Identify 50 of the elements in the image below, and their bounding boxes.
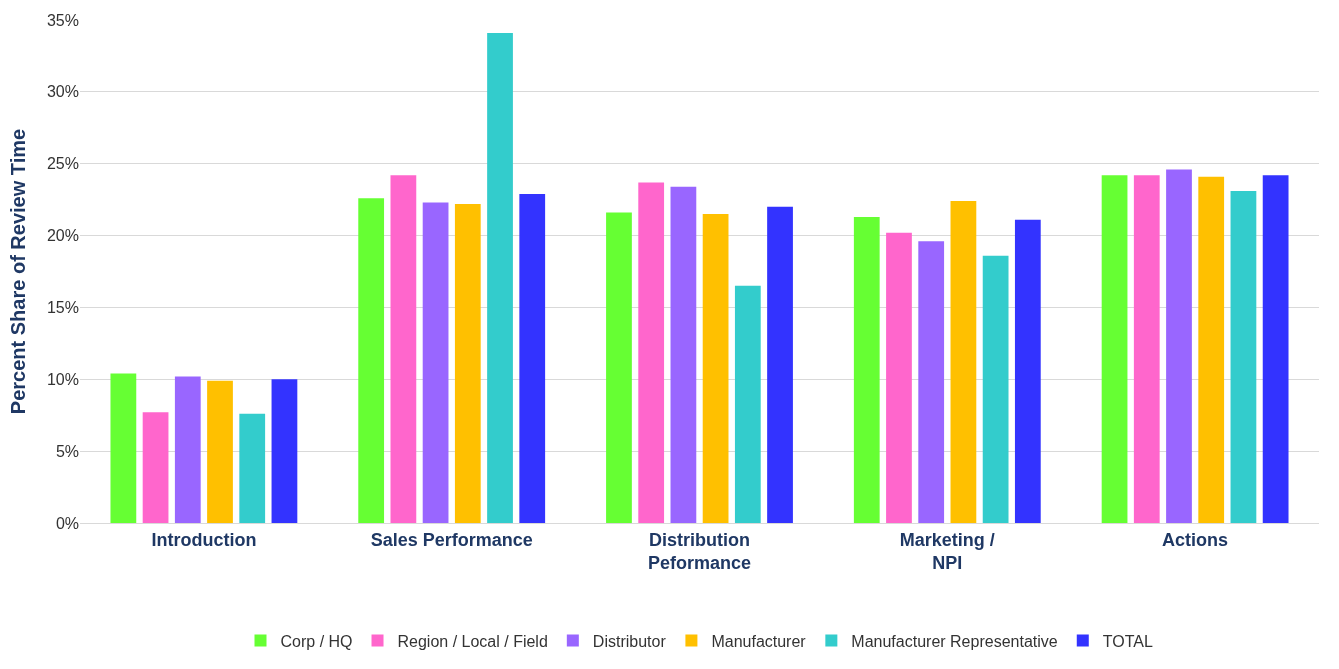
y-tick-label: 30% — [46, 83, 79, 101]
legend-label: TOTAL — [1102, 632, 1153, 650]
bar — [1198, 176, 1225, 523]
y-tick-label: 0% — [55, 514, 79, 532]
y-tick-label: 25% — [46, 155, 79, 173]
y-tick-label: 15% — [46, 299, 79, 317]
legend-label: Corp / HQ — [280, 632, 353, 650]
bar — [454, 203, 481, 523]
bar — [207, 380, 233, 523]
bar — [853, 216, 880, 523]
legend-label: Manufacturer Representative — [851, 632, 1058, 650]
bar — [1262, 175, 1289, 523]
bar — [670, 186, 697, 523]
x-tick-label: Marketing / NPI — [899, 529, 995, 573]
y-tick-label: 10% — [46, 370, 79, 388]
bar — [174, 376, 201, 523]
legend-label: Distributor — [592, 632, 667, 650]
bar — [239, 413, 266, 523]
x-tick-label: Sales Performance — [370, 529, 533, 550]
bar — [1166, 169, 1192, 523]
bar — [390, 175, 417, 523]
bar — [142, 412, 169, 523]
bar — [1014, 219, 1041, 523]
y-tick-label: 35% — [46, 11, 79, 29]
x-tick-label: Distribution Peformance — [647, 529, 752, 573]
y-tick-label: 20% — [46, 227, 79, 245]
x-tick-label: Actions — [1162, 529, 1229, 550]
bar — [1101, 175, 1128, 523]
bar — [422, 202, 449, 523]
bar — [271, 379, 298, 523]
bar — [734, 285, 761, 523]
bar — [358, 198, 385, 523]
bar — [918, 241, 945, 523]
bar — [638, 182, 665, 523]
bar — [110, 373, 137, 523]
bar — [519, 193, 546, 523]
legend-label: Manufacturer — [711, 632, 807, 650]
bar — [950, 201, 977, 523]
bar — [702, 214, 729, 523]
bar — [886, 232, 912, 523]
bar — [1133, 175, 1160, 523]
bar — [1230, 191, 1257, 523]
bar — [487, 32, 513, 523]
y-axis-title: Percent Share of Review Time — [7, 128, 30, 415]
legend-label: Region / Local / Field — [397, 632, 548, 650]
x-tick-label: Introduction — [151, 529, 257, 550]
bar — [606, 212, 632, 523]
bar — [982, 255, 1009, 523]
y-tick-label: 5% — [55, 442, 79, 460]
bar — [767, 206, 793, 523]
